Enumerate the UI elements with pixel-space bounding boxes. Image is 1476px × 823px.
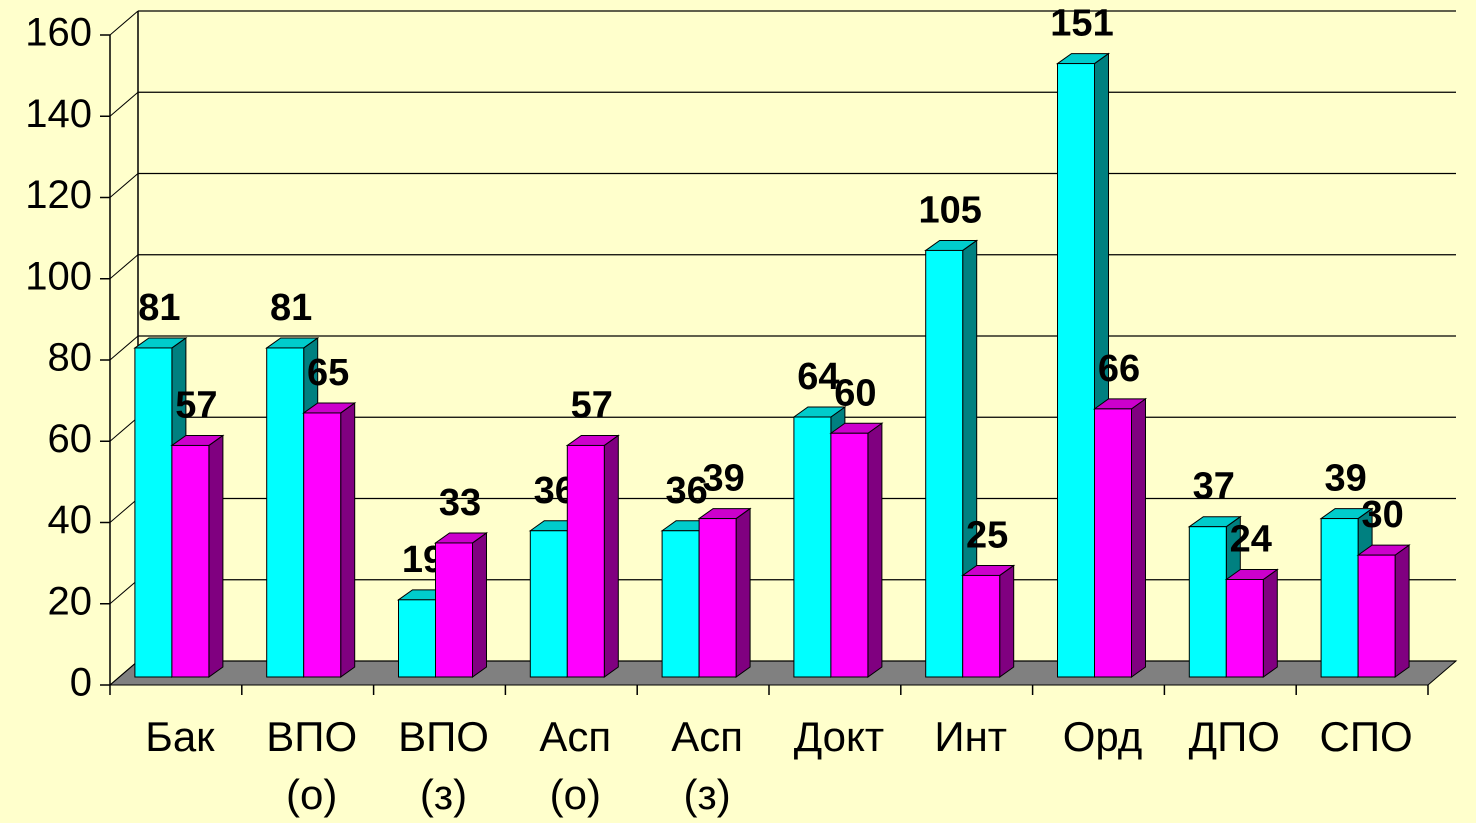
bar (565, 434, 620, 678)
bar-front (830, 432, 869, 678)
x-tick-label: Бак (145, 713, 215, 760)
value-label: 36 (665, 470, 707, 512)
diag-line (109, 173, 139, 198)
bar-front (1094, 408, 1132, 678)
x-tick-label: ДПО (1189, 713, 1280, 760)
x-tick-label: СПО (1320, 713, 1413, 760)
bar (302, 401, 357, 678)
bar-front (134, 347, 173, 678)
bar-front (1057, 63, 1095, 678)
y-tick-label: 60 (48, 417, 93, 461)
bar-front (698, 518, 737, 678)
x-tick-label: ВПО (398, 713, 489, 760)
diag-line (109, 660, 139, 686)
bar-side (1131, 397, 1146, 678)
y-tick-label: 160 (25, 11, 92, 55)
value-label: 25 (966, 514, 1008, 556)
bar-front (793, 416, 832, 678)
value-label: 57 (571, 384, 613, 426)
value-label: 39 (702, 458, 744, 500)
bar-side (340, 401, 356, 678)
x-tick-label: (о) (550, 771, 601, 818)
x-tick-label: (з) (683, 771, 730, 818)
bar-front (529, 530, 568, 678)
x-tick-label: (з) (420, 771, 467, 818)
x-tick-label: Инт (934, 713, 1007, 760)
bar (961, 564, 1016, 678)
value-label: 30 (1361, 494, 1403, 536)
bar-side (208, 434, 224, 678)
x-tick-label: Орд (1063, 713, 1143, 760)
diag-line (109, 579, 139, 605)
bar-side (999, 564, 1015, 678)
bar-side (603, 434, 619, 678)
diag-line (109, 254, 139, 280)
value-label: 81 (270, 287, 312, 329)
y-tick-label: 0 (70, 661, 92, 705)
y-tick-label: 100 (25, 254, 92, 298)
value-label: 60 (834, 372, 876, 414)
bar-front (398, 599, 436, 678)
diag-line (109, 416, 139, 442)
x-tick-label: (о) (286, 771, 337, 818)
value-label: 24 (1230, 519, 1272, 561)
bar-side (472, 531, 487, 678)
bar-front (1357, 554, 1396, 678)
bar-front (1188, 526, 1227, 678)
y-tick-label: 140 (25, 92, 92, 136)
bar-front (661, 530, 700, 678)
bar-front (962, 574, 1001, 678)
bar-front (435, 542, 473, 678)
bar-side (735, 507, 751, 678)
value-label: 37 (1193, 466, 1235, 508)
y-tick-label: 120 (25, 173, 92, 217)
value-label: 151 (1050, 3, 1113, 45)
value-label: 57 (175, 384, 217, 426)
bar-front (925, 249, 964, 678)
value-label: 39 (1324, 458, 1366, 500)
bar-front (1320, 518, 1359, 678)
bar (829, 422, 884, 678)
value-label: 105 (918, 189, 981, 231)
value-label: 81 (138, 287, 180, 329)
bar-front (303, 412, 342, 678)
bar (1224, 568, 1279, 678)
y-tick-label: 40 (48, 498, 93, 542)
bar (1356, 544, 1411, 678)
bar-front (266, 347, 305, 678)
bar-side (1394, 544, 1410, 678)
bar (697, 507, 752, 678)
bar (1092, 397, 1148, 678)
x-tick-label: ВПО (266, 713, 357, 760)
value-label: 66 (1098, 348, 1140, 390)
diag-line (109, 91, 139, 117)
bar-front (1225, 579, 1264, 678)
diag-line (109, 335, 139, 361)
x-tick-label: Асп (671, 713, 743, 760)
bar (170, 434, 225, 678)
bar-front (566, 444, 605, 678)
bar-side (867, 422, 883, 678)
bar (433, 531, 489, 678)
bar-front (171, 444, 210, 678)
y-tick-label: 80 (48, 336, 93, 380)
value-label: 64 (797, 356, 839, 398)
value-label: 65 (307, 352, 349, 394)
diag-line (109, 498, 139, 523)
x-tick-label: Асп (539, 713, 611, 760)
diag-line (109, 10, 139, 36)
x-tick-label: Докт (794, 713, 884, 760)
y-tick-label: 20 (48, 579, 93, 623)
value-label: 33 (439, 482, 481, 524)
bar-side (1262, 568, 1278, 678)
